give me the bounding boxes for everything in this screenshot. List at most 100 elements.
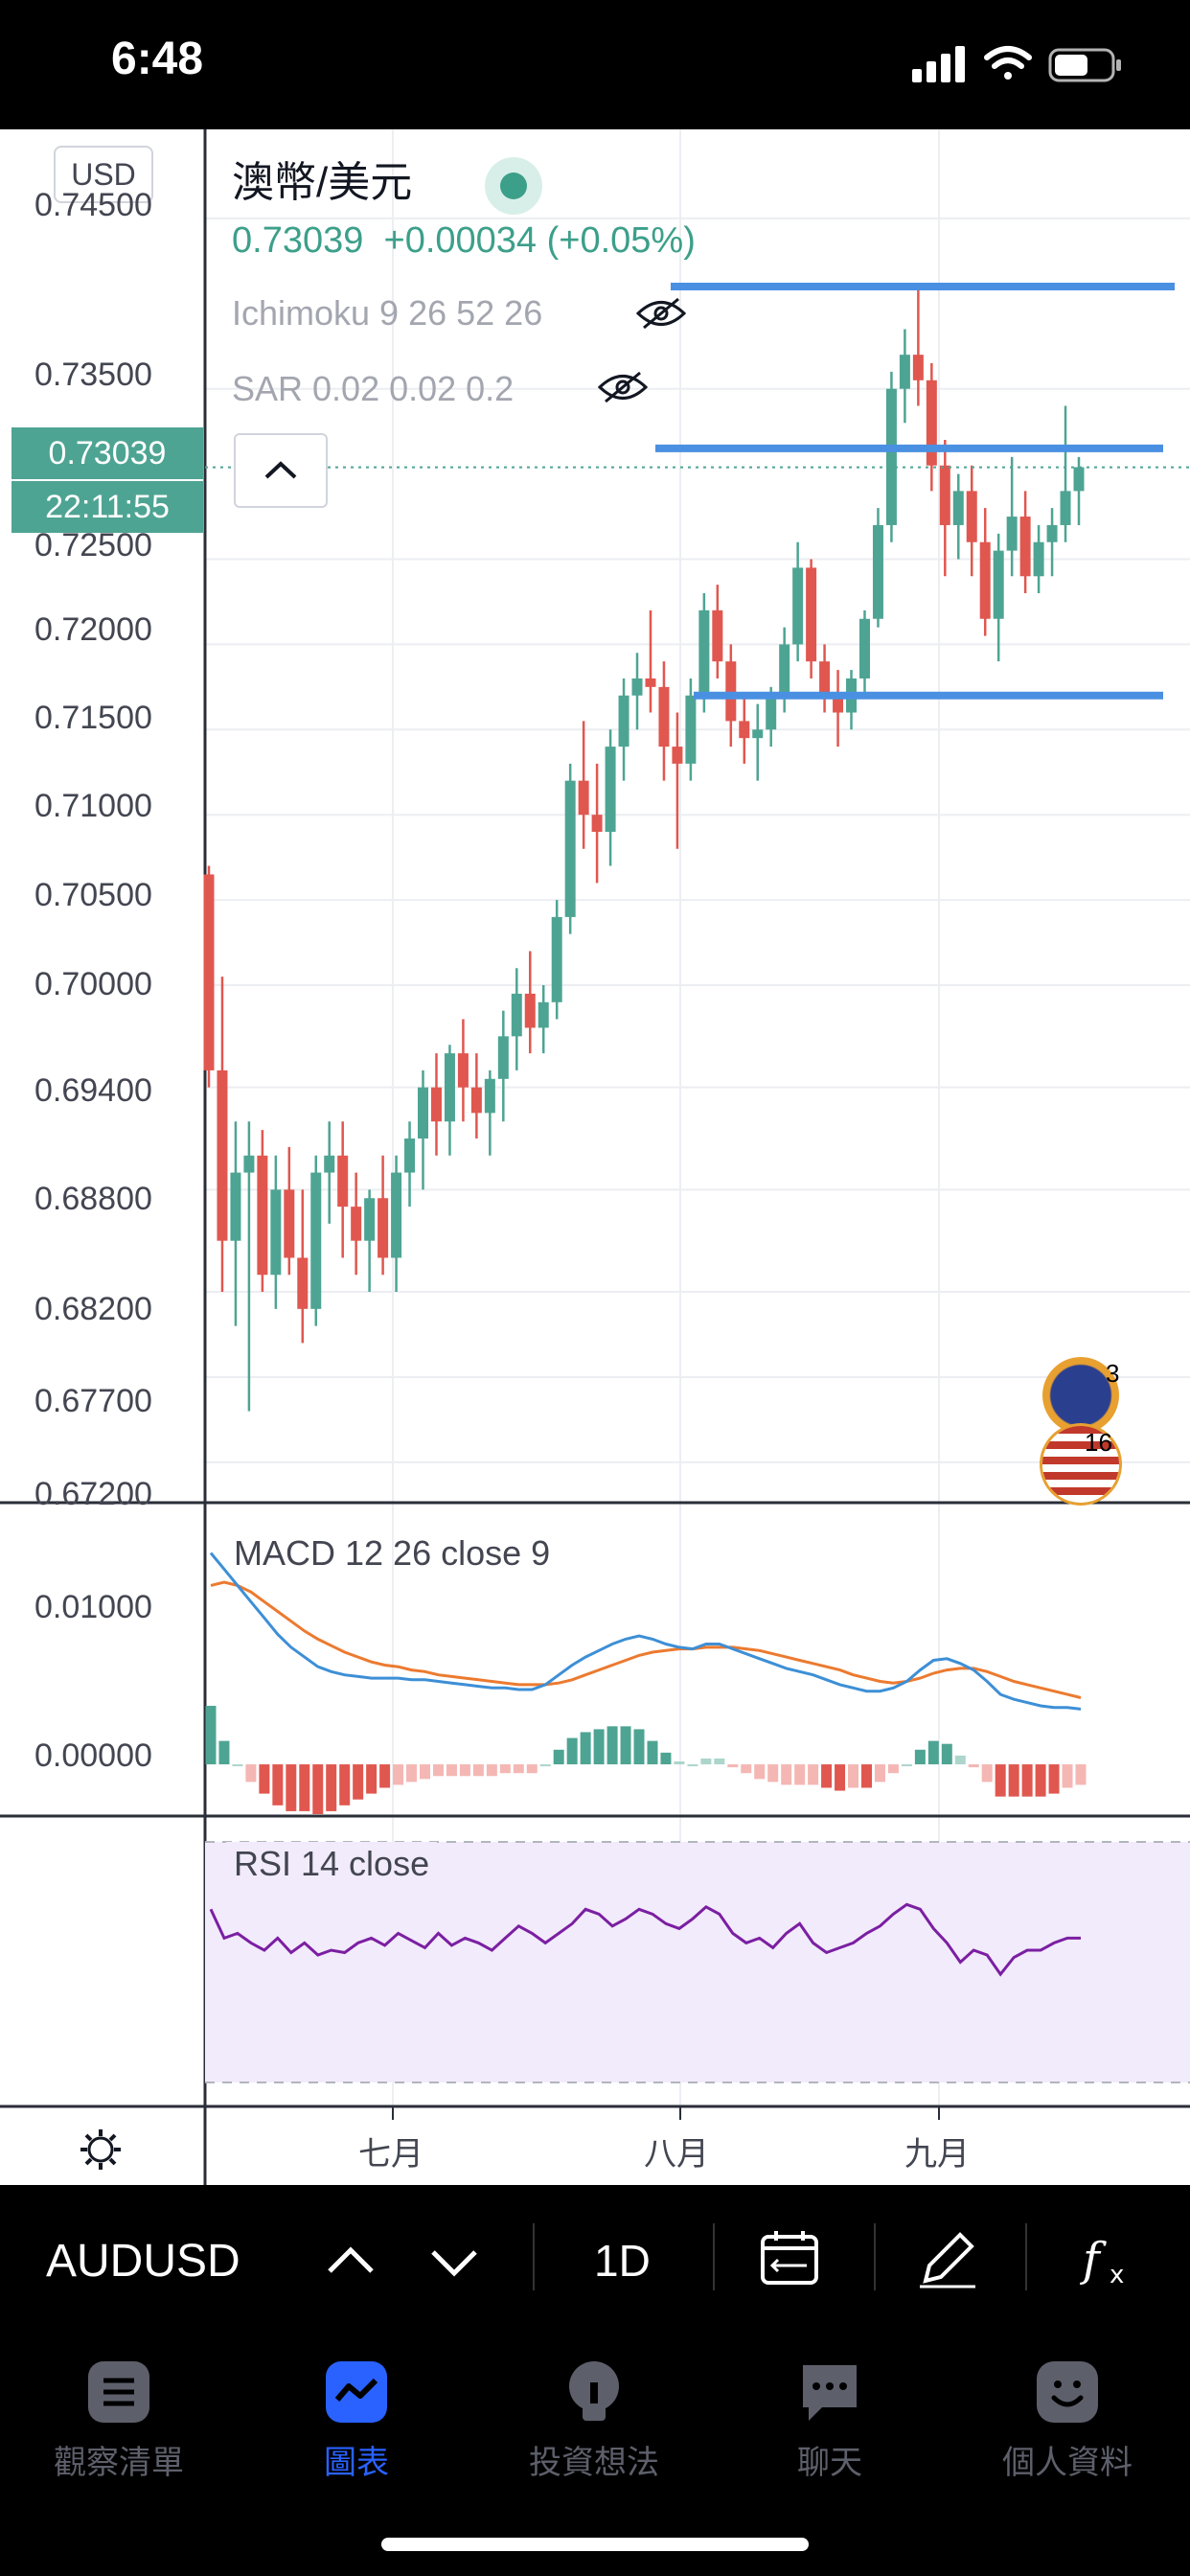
- candle-body: [819, 661, 831, 696]
- candle-body: [926, 380, 937, 466]
- candle-body: [297, 1257, 309, 1309]
- macd-histogram-bar: [286, 1764, 297, 1811]
- tab-label: 觀察清單: [54, 2445, 184, 2481]
- toolbar-divider: [874, 2223, 876, 2290]
- chevron-down-icon[interactable]: [425, 2233, 483, 2290]
- symbol-selector[interactable]: AUDUSD: [46, 2236, 240, 2287]
- candle-body: [444, 1053, 455, 1122]
- au-flag-event-icon[interactable]: [1042, 1357, 1119, 1434]
- candle-body: [872, 524, 883, 619]
- compare-calendar-icon[interactable]: [759, 2227, 822, 2290]
- indicator-ichimoku-label[interactable]: Ichimoku 9 26 52 26: [232, 293, 543, 333]
- candle-body: [591, 815, 603, 832]
- macd-histogram-bar: [687, 1764, 698, 1767]
- candle-body: [1073, 467, 1085, 492]
- eye-off-icon[interactable]: [636, 297, 686, 330]
- candle-body: [310, 1172, 322, 1309]
- macd-histogram-bar: [1021, 1764, 1033, 1797]
- indicators-fx-icon[interactable]: f x: [1077, 2227, 1140, 2290]
- currency-badge[interactable]: USD: [54, 146, 153, 203]
- legend-price-line: 0.73039 +0.00034 (+0.05%): [232, 220, 696, 262]
- macd-histogram-bar: [781, 1764, 792, 1785]
- price-axis-label: 0.71500: [34, 700, 152, 736]
- macd-histogram-bar: [901, 1764, 912, 1767]
- macd-axis-label: 0.00000: [34, 1737, 152, 1774]
- settings-gear-icon[interactable]: [77, 2126, 125, 2174]
- tab-chat[interactable]: 聊天: [734, 2358, 926, 2483]
- macd-histogram-bar: [848, 1764, 859, 1788]
- macd-histogram-bar: [633, 1729, 645, 1765]
- macd-histogram-bar: [432, 1764, 444, 1777]
- home-indicator: [381, 2538, 809, 2551]
- candle-body: [833, 695, 844, 713]
- candle-body: [484, 1078, 495, 1114]
- indicator-sar-label[interactable]: SAR 0.02 0.02 0.2: [232, 369, 515, 408]
- macd-histogram-bar: [620, 1726, 631, 1765]
- candle-body: [685, 695, 697, 764]
- candle-body: [979, 541, 991, 619]
- time-axis-month: 七月: [358, 2136, 423, 2173]
- price-axis-label: 0.68800: [34, 1181, 152, 1217]
- rsi-line: [209, 1902, 1081, 1977]
- collapse-legend-button[interactable]: [234, 433, 328, 508]
- macd-histogram-bar: [326, 1764, 337, 1811]
- price-axis-label: 0.70000: [34, 966, 152, 1002]
- macd-histogram-bar: [312, 1764, 324, 1814]
- chat-icon: [803, 2365, 857, 2421]
- macd-title[interactable]: MACD 12 26 close 9: [234, 1533, 551, 1573]
- macd-histogram-bar: [874, 1764, 885, 1782]
- rsi-title[interactable]: RSI 14 close: [226, 1842, 438, 1886]
- candle-body: [1060, 491, 1071, 525]
- candle-body: [739, 721, 750, 739]
- macd-histogram-bar: [1062, 1764, 1073, 1788]
- tab-watchlist[interactable]: 觀察清單: [23, 2358, 215, 2483]
- macd-histogram-bar: [446, 1764, 457, 1777]
- price-axis-label: 0.68200: [34, 1291, 152, 1327]
- candle-body: [378, 1198, 389, 1258]
- candle-body: [618, 695, 629, 748]
- market-status-dot[interactable]: [485, 157, 542, 215]
- chart-area[interactable]: [0, 129, 1190, 2185]
- tab-profile[interactable]: 個人資料: [972, 2358, 1163, 2483]
- us-flag-event-icon[interactable]: [1042, 1426, 1119, 1503]
- symbol-title[interactable]: 澳幣/美元: [232, 159, 413, 206]
- tab-label: 聊天: [797, 2445, 862, 2481]
- candle-body: [752, 729, 764, 739]
- toolbar-divider: [533, 2223, 535, 2290]
- wifi-icon: [984, 46, 1032, 80]
- macd-histogram-bar: [914, 1749, 926, 1765]
- candle-body: [511, 993, 522, 1037]
- candle-body: [203, 874, 215, 1070]
- candle-body: [1006, 517, 1018, 551]
- candle-body: [257, 1155, 268, 1276]
- chart-toolbar: AUDUSD 1D f x: [0, 2185, 1190, 2338]
- candle-body: [243, 1155, 255, 1173]
- candle-body: [418, 1087, 429, 1139]
- tab-label: 圖表: [324, 2445, 389, 2481]
- candle-body: [564, 780, 576, 917]
- candle-body: [672, 747, 683, 764]
- price-axis-label: 0.72500: [34, 527, 152, 564]
- candle-body: [337, 1155, 349, 1208]
- macd-histogram-bar: [1048, 1764, 1060, 1794]
- macd-histogram-bar: [205, 1705, 217, 1765]
- macd-histogram-bar: [566, 1737, 578, 1765]
- eye-off-icon[interactable]: [598, 371, 648, 403]
- candle-body: [457, 1053, 469, 1088]
- chevron-up-icon[interactable]: [322, 2233, 379, 2290]
- macd-histogram-bar: [821, 1764, 833, 1788]
- tab-ideas[interactable]: 投資想法: [498, 2358, 690, 2483]
- macd-histogram-bar: [995, 1764, 1006, 1797]
- macd-histogram-bar: [366, 1764, 378, 1794]
- svg-text:x: x: [1110, 2261, 1124, 2289]
- drawing-pen-icon[interactable]: [916, 2227, 979, 2290]
- macd-histogram-bar: [486, 1764, 497, 1777]
- chart-canvas[interactable]: [0, 129, 1190, 2185]
- interval-selector[interactable]: 1D: [594, 2236, 651, 2286]
- candle-body: [217, 1070, 228, 1241]
- candle-body: [1019, 517, 1031, 577]
- candle-body: [885, 388, 897, 525]
- price-axis-label: 0.74500: [34, 187, 152, 223]
- tab-chart[interactable]: 圖表: [261, 2358, 452, 2483]
- candle-body: [270, 1189, 282, 1276]
